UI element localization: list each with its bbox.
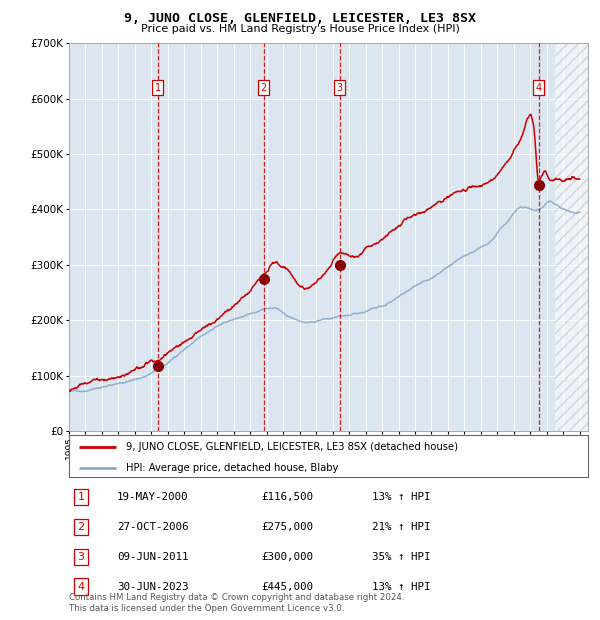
Text: 19-MAY-2000: 19-MAY-2000 bbox=[117, 492, 188, 502]
Text: 1: 1 bbox=[77, 492, 85, 502]
Text: HPI: Average price, detached house, Blaby: HPI: Average price, detached house, Blab… bbox=[126, 463, 338, 473]
Text: 3: 3 bbox=[337, 82, 343, 92]
Text: 30-JUN-2023: 30-JUN-2023 bbox=[117, 582, 188, 591]
Text: 2: 2 bbox=[260, 82, 267, 92]
Text: 2: 2 bbox=[77, 522, 85, 532]
Text: 4: 4 bbox=[536, 82, 542, 92]
Text: £116,500: £116,500 bbox=[261, 492, 313, 502]
Text: Price paid vs. HM Land Registry's House Price Index (HPI): Price paid vs. HM Land Registry's House … bbox=[140, 24, 460, 33]
Text: 13% ↑ HPI: 13% ↑ HPI bbox=[372, 582, 431, 591]
Text: 1: 1 bbox=[155, 82, 161, 92]
Text: 27-OCT-2006: 27-OCT-2006 bbox=[117, 522, 188, 532]
Bar bbox=[555, 43, 588, 431]
Text: 35% ↑ HPI: 35% ↑ HPI bbox=[372, 552, 431, 562]
Text: Contains HM Land Registry data © Crown copyright and database right 2024.
This d: Contains HM Land Registry data © Crown c… bbox=[69, 593, 404, 613]
Text: £275,000: £275,000 bbox=[261, 522, 313, 532]
Text: 9, JUNO CLOSE, GLENFIELD, LEICESTER, LE3 8SX (detached house): 9, JUNO CLOSE, GLENFIELD, LEICESTER, LE3… bbox=[126, 441, 458, 451]
Text: £445,000: £445,000 bbox=[261, 582, 313, 591]
Text: £300,000: £300,000 bbox=[261, 552, 313, 562]
Text: 9, JUNO CLOSE, GLENFIELD, LEICESTER, LE3 8SX: 9, JUNO CLOSE, GLENFIELD, LEICESTER, LE3… bbox=[124, 12, 476, 25]
Text: 09-JUN-2011: 09-JUN-2011 bbox=[117, 552, 188, 562]
Text: 4: 4 bbox=[77, 582, 85, 591]
Text: 21% ↑ HPI: 21% ↑ HPI bbox=[372, 522, 431, 532]
Text: 3: 3 bbox=[77, 552, 85, 562]
Text: 13% ↑ HPI: 13% ↑ HPI bbox=[372, 492, 431, 502]
